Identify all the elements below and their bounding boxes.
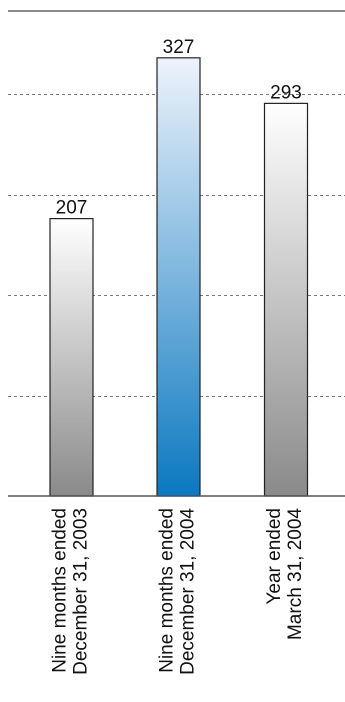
category-label-line: March 31, 2004 — [285, 508, 306, 640]
category-label-line: Nine months ended — [50, 508, 71, 673]
category-label-3: Year endedMarch 31, 2004 — [264, 508, 306, 640]
bar-3 — [263, 102, 309, 497]
category-label-line: Nine months ended — [157, 508, 178, 673]
category-label-line: December 31, 2003 — [71, 508, 92, 675]
bar-2 — [156, 57, 201, 497]
bar-value-label-2: 327 — [163, 37, 195, 58]
bar-1 — [49, 218, 94, 497]
category-label-line: Year ended — [264, 508, 285, 605]
bar-value-label-3: 293 — [270, 82, 302, 103]
bar-value-label-1: 207 — [56, 198, 88, 219]
category-label-1: Nine months endedDecember 31, 2003 — [50, 508, 92, 675]
category-label-2: Nine months endedDecember 31, 2004 — [157, 508, 199, 675]
category-label-line: December 31, 2004 — [178, 508, 199, 675]
